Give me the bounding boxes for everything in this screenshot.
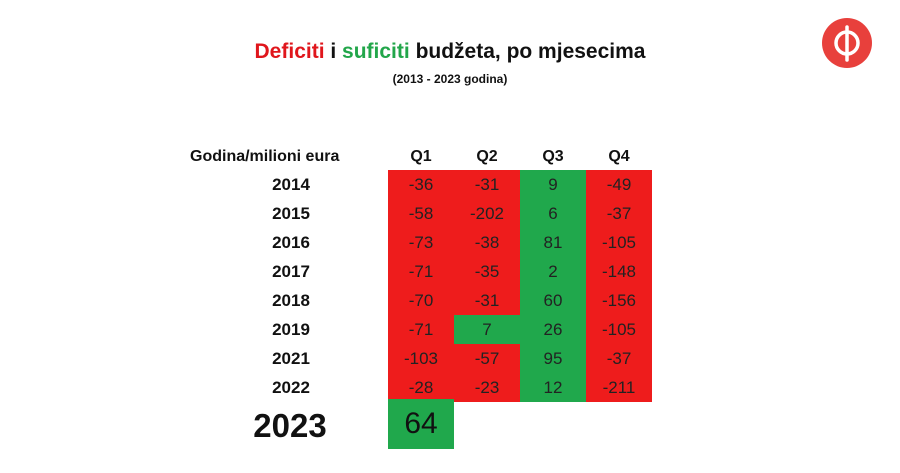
row-year-2021: 2021 [272, 349, 310, 368]
page-title: Deficiti i suficiti budžeta, po mjesecim… [0, 40, 900, 64]
table-cell: -28 [388, 373, 454, 402]
table-cell: -35 [454, 257, 520, 286]
table-cell: -58 [388, 199, 454, 228]
table-cell: -37 [586, 344, 652, 373]
table-cell: -37 [586, 199, 652, 228]
row-year-2014: 2014 [272, 175, 310, 194]
table-cell: -71 [388, 257, 454, 286]
column-header-q1: Q1 [410, 148, 432, 165]
table-cell: -148 [586, 257, 652, 286]
table-cell: -49 [586, 170, 652, 199]
row-year-2016: 2016 [272, 233, 310, 252]
table-cell: -156 [586, 286, 652, 315]
column-header-q4: Q4 [608, 148, 630, 165]
table-cell: 9 [520, 170, 586, 199]
highlight-value: 64 [388, 399, 454, 449]
table-cell: 6 [520, 199, 586, 228]
table-cell: 60 [520, 286, 586, 315]
table-cell: -36 [388, 170, 454, 199]
column-header-q3: Q3 [542, 148, 564, 165]
table-cell: -23 [454, 373, 520, 402]
title-suficiti: suficiti [342, 40, 410, 63]
page-subtitle: (2013 - 2023 godina) [392, 72, 508, 86]
table-cell: -71 [388, 315, 454, 344]
title-deficiti: Deficiti [254, 40, 325, 63]
table-cell: 81 [520, 228, 586, 257]
row-year-2017: 2017 [272, 262, 310, 281]
table-cell: -202 [454, 199, 520, 228]
row-year-2022: 2022 [272, 378, 310, 397]
phi-logo-icon [822, 18, 872, 68]
table-header-label: Godina/milioni eura [190, 148, 340, 165]
title-rest: budžeta, po mjesecima [409, 40, 646, 63]
table-cell: -73 [388, 228, 454, 257]
table-cell: -31 [454, 286, 520, 315]
row-year-2019: 2019 [272, 320, 310, 339]
table-cell: 2 [520, 257, 586, 286]
table-cell: -103 [388, 344, 454, 373]
highlight-year: 2023 [253, 407, 327, 444]
table-cell: 7 [454, 315, 520, 344]
table-cell: 95 [520, 344, 586, 373]
table-cell: -57 [454, 344, 520, 373]
table-cell: -105 [586, 228, 652, 257]
table-cell: -38 [454, 228, 520, 257]
table-cell: -31 [454, 170, 520, 199]
table-cell: -211 [586, 373, 652, 402]
title-connector: i [324, 40, 343, 63]
table-cell: -105 [586, 315, 652, 344]
table-cell: -70 [388, 286, 454, 315]
row-year-2018: 2018 [272, 291, 310, 310]
row-year-2015: 2015 [272, 204, 310, 223]
table-cell: 12 [520, 373, 586, 402]
column-header-q2: Q2 [476, 148, 498, 165]
table-cell: 26 [520, 315, 586, 344]
